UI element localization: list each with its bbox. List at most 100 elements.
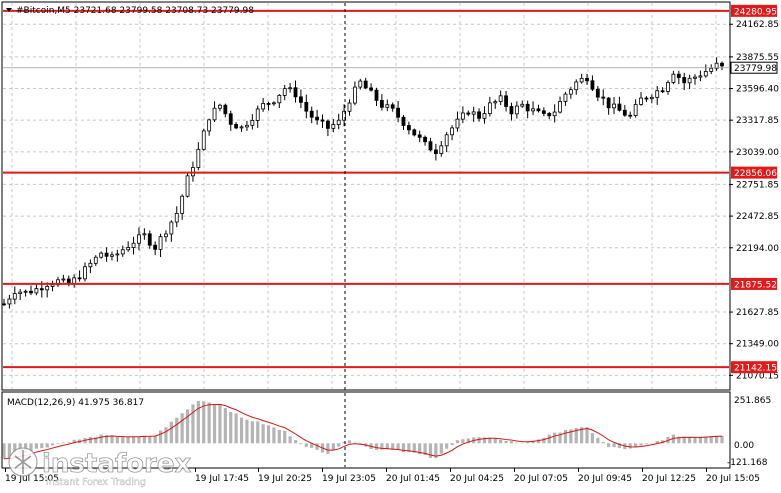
candle-body xyxy=(320,119,325,122)
candle-body xyxy=(498,95,503,103)
candle-body xyxy=(585,77,589,82)
level-label: 21875.52 xyxy=(734,280,777,290)
candle-body xyxy=(633,104,638,116)
price-tick-label: 22751.85 xyxy=(736,180,779,190)
candle-body xyxy=(617,103,622,111)
candle-body xyxy=(541,110,546,114)
candle-body xyxy=(482,113,487,119)
candle-body xyxy=(639,97,643,105)
candle-body xyxy=(493,101,498,104)
time-tick-label: 20 Jul 15:05 xyxy=(706,474,760,484)
candle-body xyxy=(7,298,12,305)
candle-body xyxy=(266,103,271,105)
candle-body xyxy=(601,96,606,99)
level-label-box xyxy=(731,4,777,17)
candle-body xyxy=(353,86,357,104)
price-tick-label: 23039.00 xyxy=(736,148,779,158)
candle-body xyxy=(196,148,201,168)
candle-body xyxy=(417,134,422,138)
candle-body xyxy=(88,262,93,268)
candle-body xyxy=(655,90,660,98)
price-tick-label: 22194.00 xyxy=(736,244,779,254)
candle-body xyxy=(563,93,568,102)
candle-body xyxy=(396,107,400,118)
level-label-box xyxy=(731,166,777,179)
candle-body xyxy=(153,244,158,250)
candle-body xyxy=(460,112,465,120)
triangle-down-icon[interactable] xyxy=(6,8,12,12)
candle-body xyxy=(671,73,676,83)
candle-body xyxy=(207,119,212,132)
candle-body xyxy=(282,88,287,96)
candle-body xyxy=(433,149,438,154)
candle-body xyxy=(93,256,98,264)
level-labels: 24280.95 22856.06 21875.52 21142.15 xyxy=(731,4,777,374)
candle-body xyxy=(293,87,298,98)
level-label: 22856.06 xyxy=(734,169,777,179)
candle-body xyxy=(245,124,249,128)
candle-body xyxy=(720,62,724,67)
candle-body xyxy=(277,94,282,104)
candle-body xyxy=(2,303,6,306)
current-price-box xyxy=(730,61,778,74)
candle-body xyxy=(401,116,406,126)
candle-body xyxy=(164,233,168,238)
grid xyxy=(3,3,729,389)
candle-body xyxy=(520,103,525,107)
candle-body xyxy=(131,242,136,248)
candle-body xyxy=(412,129,417,136)
candle-body xyxy=(212,107,217,121)
candle-body xyxy=(568,89,573,95)
candle-body xyxy=(477,111,481,119)
candle-body xyxy=(218,104,222,109)
candle-body xyxy=(536,108,541,112)
candle-body xyxy=(439,145,444,154)
candle-body xyxy=(444,134,449,147)
candle-body xyxy=(234,123,239,129)
time-tick-label: 19 Jul 23:05 xyxy=(322,474,376,484)
candle-body xyxy=(552,111,557,117)
macd-label: MACD(12,26,9) 41.975 36.817 xyxy=(7,398,144,408)
price-tick-label: 23596.40 xyxy=(736,85,779,95)
candle-body xyxy=(77,277,82,280)
candle-body xyxy=(158,236,163,250)
candle-body xyxy=(45,286,50,291)
candle-body xyxy=(299,96,303,103)
time-tick-label: 20 Jul 01:45 xyxy=(386,474,440,484)
candle-body xyxy=(595,88,600,98)
candle-body xyxy=(39,288,44,291)
price-tick-label: 21349.00 xyxy=(736,340,779,350)
candle-body xyxy=(682,77,687,84)
candle-body xyxy=(574,81,579,91)
candle-body xyxy=(147,233,152,246)
candle-body xyxy=(174,212,179,223)
candle-body xyxy=(579,77,584,83)
price-panel xyxy=(1,1,731,391)
time-axis: 19 Jul 15:05 19 Jul 17:45 19 Jul 20:25 19 J… xyxy=(5,468,760,484)
candle-body xyxy=(374,89,379,101)
candle-body xyxy=(698,75,703,78)
candle-body xyxy=(450,127,454,136)
macd-panel xyxy=(1,391,731,469)
candle-body xyxy=(250,120,255,126)
candle-body xyxy=(363,80,368,89)
logo-star-icon xyxy=(14,450,32,474)
level-label: 24280.95 xyxy=(734,7,777,17)
candle-body xyxy=(326,120,330,129)
candle-body xyxy=(185,175,190,197)
candle-body xyxy=(34,288,39,294)
candle-body xyxy=(347,102,352,112)
price-tick-label: 24162.85 xyxy=(736,20,779,30)
candle-body xyxy=(709,67,714,72)
candle-body xyxy=(315,116,320,121)
candle-body xyxy=(660,90,665,93)
candle-body xyxy=(547,113,552,117)
candle-body xyxy=(531,108,535,112)
candle-body xyxy=(201,130,206,150)
price-tick-label: 23875.55 xyxy=(736,53,779,63)
price-tick-label: 23317.85 xyxy=(736,116,779,126)
candle-body xyxy=(50,284,55,287)
price-tick-label: 21070.15 xyxy=(736,371,779,381)
price-axis: 24162.85 23875.55 23596.40 23317.85 23039.00… xyxy=(729,20,779,381)
candle-body xyxy=(558,101,562,113)
